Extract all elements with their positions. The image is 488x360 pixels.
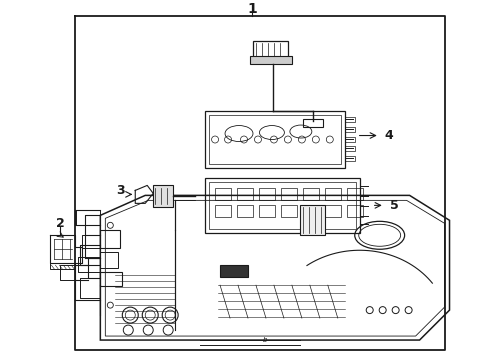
- Bar: [204, 179, 359, 233]
- Bar: [209, 183, 355, 229]
- Text: 3: 3: [116, 184, 124, 197]
- Bar: [324, 205, 340, 217]
- Bar: [209, 114, 340, 165]
- Bar: [50, 263, 75, 269]
- Bar: [252, 41, 287, 59]
- Bar: [237, 205, 252, 217]
- Bar: [344, 147, 354, 152]
- Bar: [220, 265, 247, 277]
- Bar: [215, 188, 230, 201]
- Bar: [100, 230, 120, 248]
- Bar: [204, 111, 344, 168]
- Bar: [302, 118, 322, 127]
- Bar: [344, 117, 354, 122]
- Bar: [302, 205, 318, 217]
- Bar: [280, 188, 296, 201]
- Bar: [302, 188, 318, 201]
- Text: 1: 1: [246, 2, 256, 16]
- Bar: [100, 252, 118, 268]
- Bar: [259, 188, 274, 201]
- Bar: [344, 127, 354, 131]
- Bar: [215, 205, 230, 217]
- Text: 5: 5: [389, 199, 398, 212]
- Text: 2: 2: [56, 217, 65, 230]
- Bar: [259, 205, 274, 217]
- Bar: [324, 188, 340, 201]
- Bar: [237, 188, 252, 201]
- Text: b: b: [262, 337, 266, 343]
- Bar: [344, 157, 354, 162]
- Bar: [299, 205, 324, 235]
- Text: 4: 4: [384, 129, 393, 142]
- Bar: [100, 272, 122, 286]
- Bar: [76, 210, 100, 225]
- Bar: [280, 205, 296, 217]
- Bar: [344, 136, 354, 141]
- Bar: [346, 188, 362, 201]
- Bar: [346, 205, 362, 217]
- Bar: [249, 56, 291, 64]
- Bar: [153, 185, 173, 207]
